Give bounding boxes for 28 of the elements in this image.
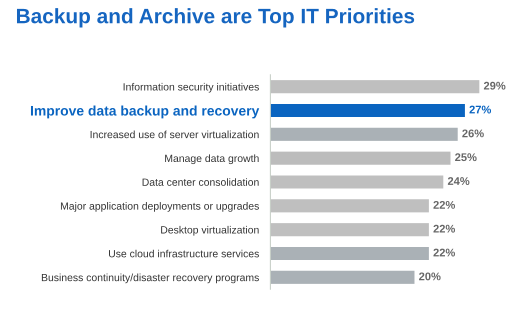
data-label: 22% [433, 224, 456, 233]
bar [270, 223, 429, 236]
data-label: 29% [484, 82, 506, 90]
bar [270, 152, 451, 165]
bar [270, 246, 429, 260]
data-label: 26% [462, 129, 484, 138]
data-label: 20% [419, 272, 441, 280]
data-label: 24% [448, 177, 470, 185]
data-label: 22% [433, 248, 456, 256]
y-tick-label: Information security initiatives [124, 82, 259, 93]
y-tick-label: Increased use of server virtualization [90, 130, 259, 138]
bar [270, 270, 414, 284]
y-tick-label: Major application deployments or upgrades [60, 202, 259, 212]
y-tick-label: Desktop virtualization [161, 226, 259, 236]
y-tick-label: Use cloud infrastructure services [109, 250, 259, 258]
bar [270, 128, 458, 141]
bar [270, 104, 465, 118]
bar [270, 175, 444, 189]
chart-title: Backup and Archive are Top IT Priorities [16, 8, 414, 28]
bar [270, 199, 429, 212]
bar [270, 80, 480, 94]
y-tick-label: Data center consolidation [142, 178, 259, 186]
data-label: 27% [469, 106, 492, 114]
y-tick-label: Improve data backup and recovery [30, 105, 260, 118]
data-label: 25% [455, 153, 477, 162]
data-label: 22% [433, 200, 456, 209]
y-tick-label: Manage data growth [165, 154, 259, 164]
y-tick-label: Business continuity/disaster recovery programs [42, 274, 259, 284]
